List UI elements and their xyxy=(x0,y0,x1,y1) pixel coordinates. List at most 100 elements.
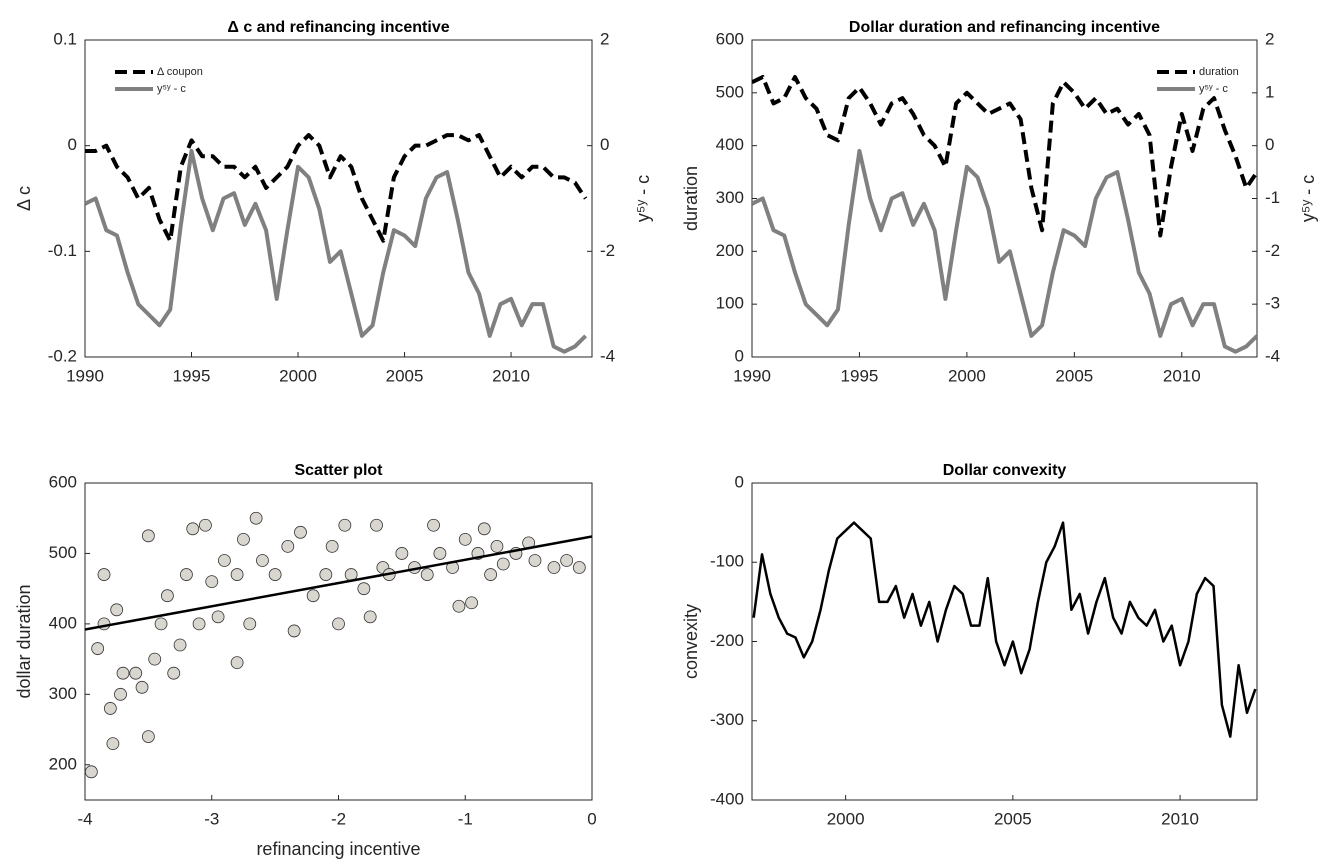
y-tick-label: 400 xyxy=(716,135,744,154)
x-tick-label: 1995 xyxy=(841,366,879,385)
y-tick-label: -300 xyxy=(710,710,744,729)
x-tick-label: 2005 xyxy=(1055,366,1093,385)
scatter-point xyxy=(91,642,105,655)
scatter-point xyxy=(294,525,307,539)
scatter-point xyxy=(106,737,120,751)
scatter-point xyxy=(325,540,339,553)
scatter-point xyxy=(141,730,155,743)
scatter-point xyxy=(287,624,301,638)
scatter-point xyxy=(148,652,162,666)
x-tick-label: -4 xyxy=(77,809,92,828)
x-tick-label: 2005 xyxy=(386,366,424,385)
y2-tick-label: 0 xyxy=(1265,135,1274,154)
scatter-point xyxy=(477,522,491,536)
legend-label: duration xyxy=(1199,66,1239,78)
y-tick-label: -0.1 xyxy=(48,241,77,260)
panel: Dollar duration and refinancing incentiv… xyxy=(681,19,1318,385)
scatter-point xyxy=(465,596,478,610)
scatter-point xyxy=(370,518,383,532)
x-tick-label: 1995 xyxy=(173,366,211,385)
series-line xyxy=(85,148,588,354)
legend-label: y⁵ʸ - c xyxy=(1199,83,1228,95)
scatter-point xyxy=(129,666,143,680)
scatter-point xyxy=(256,554,269,567)
axes-box xyxy=(751,482,1258,801)
y-axis-label: convexity xyxy=(681,604,701,679)
y2-tick-label: 0 xyxy=(600,135,609,154)
scatter-point xyxy=(281,540,295,553)
x-tick-label: 2010 xyxy=(492,366,530,385)
x-tick-label: 2010 xyxy=(1163,366,1201,385)
y2-tick-label: -1 xyxy=(1265,188,1280,207)
scatter-point xyxy=(496,557,510,571)
x-tick-label: -2 xyxy=(331,809,346,828)
scatter-point xyxy=(420,568,434,581)
y2-tick-label: 2 xyxy=(600,29,609,48)
scatter-point xyxy=(192,617,206,631)
scatter-point xyxy=(363,610,377,624)
scatter-point xyxy=(110,603,124,617)
y2-tick-label: 2 xyxy=(1265,29,1274,48)
scatter-point xyxy=(249,511,263,525)
chart-title: Dollar convexity xyxy=(943,462,1067,479)
x-tick-label: 1990 xyxy=(733,366,771,385)
scatter-point xyxy=(173,638,187,652)
chart-title: Dollar duration and refinancing incentiv… xyxy=(849,19,1160,36)
y-tick-label: 500 xyxy=(716,82,744,101)
series-line xyxy=(752,148,1257,354)
y-tick-label: 300 xyxy=(716,188,744,207)
series-line xyxy=(85,535,592,631)
scatter-point xyxy=(97,617,111,631)
x-tick-label: 0 xyxy=(587,809,596,828)
series-line xyxy=(752,521,1257,738)
y-tick-label: -0.2 xyxy=(48,346,77,365)
y-axis-label: duration xyxy=(681,166,701,231)
x-tick-label: 2010 xyxy=(1161,809,1199,828)
y-tick-label: 600 xyxy=(716,29,744,48)
y-tick-label: 100 xyxy=(716,294,744,313)
scatter-point xyxy=(332,617,345,631)
scatter-point xyxy=(179,568,193,581)
y2-tick-label: 1 xyxy=(1265,82,1274,101)
scatter-point xyxy=(85,765,98,779)
scatter-point xyxy=(338,518,352,532)
scatter-point xyxy=(135,680,149,694)
x-axis-label: refinancing incentive xyxy=(256,839,420,859)
panel: Scatter plot -4 -3 -2 -1 0 200 300 400 500 600 refi… xyxy=(14,462,597,859)
y-tick-label: -200 xyxy=(710,631,744,650)
y-tick-label: 600 xyxy=(49,472,77,491)
scatter-point xyxy=(243,617,257,631)
scatter-point xyxy=(114,687,127,701)
scatter-point xyxy=(458,532,472,546)
scatter-point xyxy=(484,568,498,581)
scatter-point xyxy=(319,568,333,581)
scatter-point xyxy=(357,582,371,596)
x-tick-label: -3 xyxy=(204,809,219,828)
scatter-point xyxy=(560,554,574,567)
y2-tick-label: -3 xyxy=(1265,294,1280,313)
legend-label: Δ coupon xyxy=(157,66,203,78)
x-tick-label: 1990 xyxy=(66,366,104,385)
scatter-point xyxy=(230,568,244,581)
y-tick-label: -400 xyxy=(710,789,744,808)
y2-axis-label: y⁵ʸ - c xyxy=(633,175,653,222)
scatter-point xyxy=(237,532,250,546)
plot-area xyxy=(752,521,1257,738)
scatter-point xyxy=(268,568,282,581)
y-tick-label: 0 xyxy=(735,472,744,491)
x-tick-label: -1 xyxy=(458,809,473,828)
scatter-point xyxy=(211,610,225,624)
scatter-point xyxy=(97,568,111,581)
scatter-point xyxy=(395,547,409,560)
scatter-point xyxy=(186,522,200,536)
axes-box xyxy=(84,482,593,801)
panel: Dollar convexity 2000 2005 2010 -400 -300 -200… xyxy=(681,462,1258,828)
y-tick-label: 500 xyxy=(49,543,77,562)
series-line xyxy=(85,133,588,243)
legend-label: y⁵ʸ - c xyxy=(157,83,186,95)
y-tick-label: 200 xyxy=(716,241,744,260)
y-tick-label: 300 xyxy=(49,684,77,703)
y-tick-label: -100 xyxy=(710,552,744,571)
scatter-point xyxy=(154,617,168,631)
